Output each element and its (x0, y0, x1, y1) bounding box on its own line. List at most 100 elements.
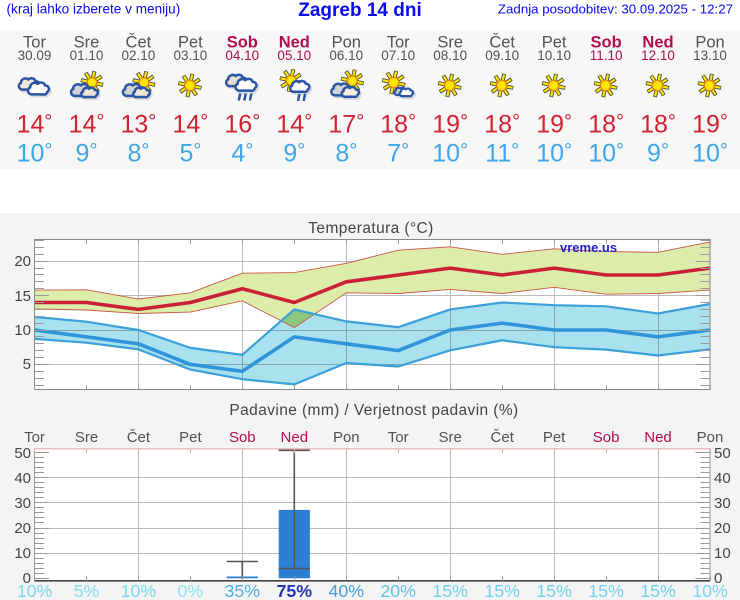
svg-text:Čet: Čet (126, 33, 152, 52)
svg-text:20: 20 (14, 253, 31, 270)
svg-text:15%: 15% (588, 581, 624, 600)
svg-text:04.10: 04.10 (225, 48, 259, 63)
svg-text:01.10: 01.10 (70, 48, 104, 63)
svg-text:10%: 10% (692, 581, 728, 600)
svg-text:Sob: Sob (593, 429, 620, 446)
svg-text:15%: 15% (432, 581, 468, 600)
svg-text:9°: 9° (647, 140, 669, 168)
svg-text:Tor: Tor (23, 34, 46, 52)
svg-text:Pet: Pet (178, 34, 203, 52)
svg-text:Čet: Čet (127, 429, 151, 446)
svg-text:12.10: 12.10 (641, 48, 675, 63)
svg-text:75%: 75% (277, 581, 313, 600)
svg-text:0%: 0% (178, 581, 204, 600)
svg-text:5%: 5% (74, 581, 100, 600)
svg-text:Pet: Pet (543, 429, 566, 446)
svg-text:05.10: 05.10 (277, 48, 311, 63)
svg-text:Sre: Sre (75, 429, 98, 446)
svg-text:Sre: Sre (74, 34, 100, 52)
svg-text:20%: 20% (380, 581, 416, 600)
svg-text:Čet: Čet (491, 429, 515, 446)
svg-text:07.10: 07.10 (381, 48, 415, 63)
svg-text:15%: 15% (640, 581, 676, 600)
svg-text:Pon: Pon (695, 34, 724, 52)
svg-text:08.10: 08.10 (433, 48, 467, 63)
svg-text:18°: 18° (484, 111, 520, 139)
svg-text:Ned: Ned (281, 429, 309, 446)
svg-text:19°: 19° (536, 111, 572, 139)
svg-text:19°: 19° (692, 111, 728, 139)
svg-text:15%: 15% (536, 581, 572, 600)
svg-text:18°: 18° (380, 111, 416, 139)
svg-text:7°: 7° (387, 140, 409, 168)
svg-text:09.10: 09.10 (485, 48, 519, 63)
svg-text:Sob: Sob (591, 34, 622, 52)
svg-text:Temperatura (°C): Temperatura (°C) (308, 220, 433, 237)
svg-text:11.10: 11.10 (590, 48, 623, 63)
svg-text:13°: 13° (120, 111, 156, 139)
svg-text:10: 10 (14, 322, 31, 339)
svg-text:10°: 10° (432, 140, 468, 168)
svg-text:30.09: 30.09 (18, 48, 52, 63)
svg-text:10°: 10° (17, 140, 53, 168)
svg-text:0: 0 (714, 570, 722, 587)
svg-text:10%: 10% (17, 581, 53, 600)
svg-text:vreme.us: vreme.us (560, 240, 617, 255)
svg-text:Pet: Pet (179, 429, 202, 446)
svg-text:40%: 40% (329, 581, 365, 600)
svg-text:0: 0 (23, 570, 31, 587)
svg-text:9°: 9° (283, 140, 305, 168)
svg-text:8°: 8° (127, 140, 149, 168)
svg-text:14°: 14° (69, 111, 105, 139)
svg-text:Zagreb 14 dni: Zagreb 14 dni (298, 0, 422, 21)
svg-text:40: 40 (14, 470, 31, 487)
svg-text:Sre: Sre (439, 429, 462, 446)
svg-text:9°: 9° (76, 140, 98, 168)
svg-text:18°: 18° (640, 111, 676, 139)
svg-text:Sob: Sob (229, 429, 256, 446)
svg-text:18°: 18° (588, 111, 624, 139)
svg-text:Pon: Pon (697, 429, 724, 446)
svg-text:5°: 5° (179, 140, 201, 168)
svg-text:17°: 17° (328, 111, 364, 139)
svg-text:Ned: Ned (644, 429, 672, 446)
svg-text:Sob: Sob (227, 34, 258, 52)
svg-text:Sre: Sre (437, 34, 463, 52)
svg-text:Pet: Pet (542, 34, 567, 52)
svg-text:Pon: Pon (333, 429, 360, 446)
svg-text:50: 50 (14, 445, 31, 462)
svg-text:14°: 14° (17, 111, 53, 139)
svg-text:14°: 14° (276, 111, 312, 139)
svg-text:10°: 10° (536, 140, 572, 168)
svg-text:10: 10 (14, 545, 31, 562)
svg-text:20: 20 (14, 520, 31, 537)
svg-text:(kraj lahko izberete v meniju): (kraj lahko izberete v meniju) (7, 2, 181, 17)
svg-text:16°: 16° (224, 111, 260, 139)
svg-text:10.10: 10.10 (537, 48, 571, 63)
svg-text:10°: 10° (588, 140, 624, 168)
svg-text:13.10: 13.10 (693, 48, 727, 63)
svg-text:Tor: Tor (24, 429, 45, 446)
svg-text:14°: 14° (172, 111, 208, 139)
svg-text:8°: 8° (335, 140, 357, 168)
svg-text:50: 50 (714, 445, 731, 462)
svg-text:Ned: Ned (642, 34, 673, 52)
svg-text:5: 5 (23, 356, 31, 373)
svg-text:Čet: Čet (489, 33, 515, 52)
svg-text:03.10: 03.10 (174, 48, 208, 63)
svg-text:02.10: 02.10 (122, 48, 156, 63)
svg-text:40: 40 (714, 470, 731, 487)
svg-text:06.10: 06.10 (329, 48, 363, 63)
svg-text:30: 30 (714, 495, 731, 512)
svg-text:15%: 15% (484, 581, 520, 600)
svg-text:35%: 35% (225, 581, 261, 600)
svg-text:4°: 4° (231, 140, 253, 168)
svg-text:10°: 10° (692, 140, 728, 168)
svg-text:19°: 19° (432, 111, 468, 139)
svg-text:11°: 11° (485, 140, 519, 168)
svg-text:Padavine (mm) / Verjetnost pad: Padavine (mm) / Verjetnost padavin (%) (229, 402, 518, 419)
svg-text:Pon: Pon (332, 34, 361, 52)
svg-text:Tor: Tor (388, 429, 409, 446)
svg-text:10%: 10% (121, 581, 157, 600)
svg-text:Ned: Ned (279, 34, 310, 52)
